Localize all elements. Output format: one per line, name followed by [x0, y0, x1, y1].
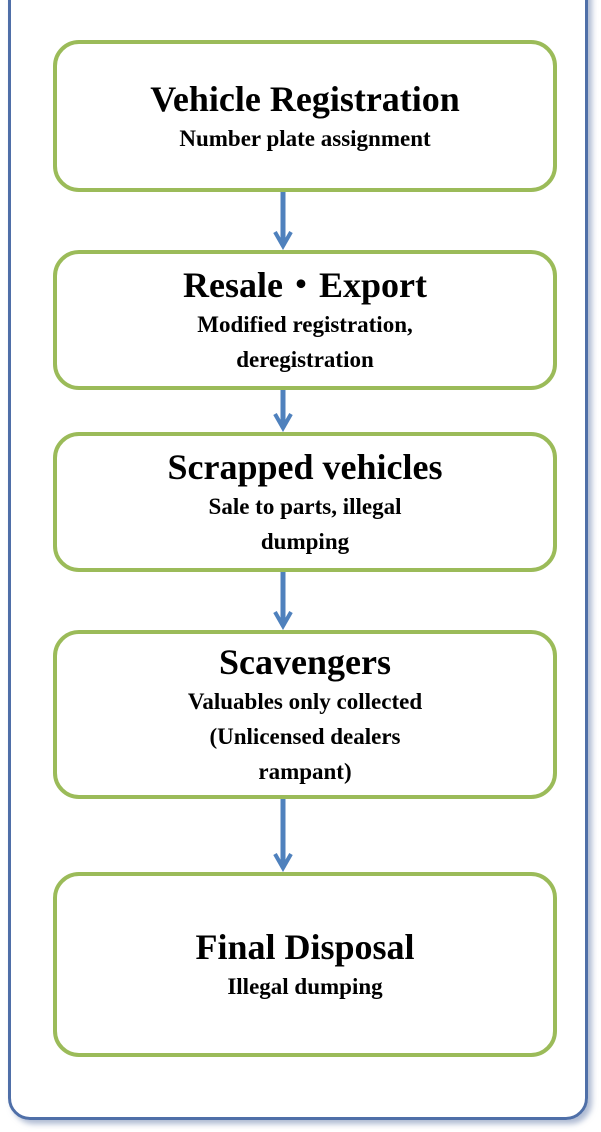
node-title: Resale・Export [183, 265, 427, 305]
node-text: dumping [260, 529, 350, 554]
node-box: Resale・Export Modified registration, dereg… [53, 250, 557, 390]
node-text: (Unlicensed dealers [209, 724, 401, 749]
node-box: Vehicle Registration Number plate assignm… [53, 40, 557, 192]
node-text: Illegal dumping [227, 974, 383, 999]
node-text: Number plate assignment [179, 125, 431, 151]
node-title: Scrapped vehicles [167, 447, 443, 487]
node-text: deregistration [236, 347, 374, 372]
node-box: Final Disposal Illegal dumping [53, 872, 557, 1057]
frame [8, 0, 588, 1120]
node-text: rampant) [258, 759, 352, 784]
node-text: Sale to parts, illegal [208, 494, 402, 519]
node-title: Final Disposal [195, 927, 415, 967]
node-title: Scavengers [219, 642, 391, 682]
node-box: Scavengers Valuables only collected (Unlic… [53, 630, 557, 799]
node-text: Modified registration, [197, 312, 413, 337]
node-title: Vehicle Registration [150, 78, 460, 119]
node-text: Valuables only collected [187, 689, 423, 714]
node-box: Scrapped vehicles Sale to parts, illegal d… [53, 432, 557, 572]
